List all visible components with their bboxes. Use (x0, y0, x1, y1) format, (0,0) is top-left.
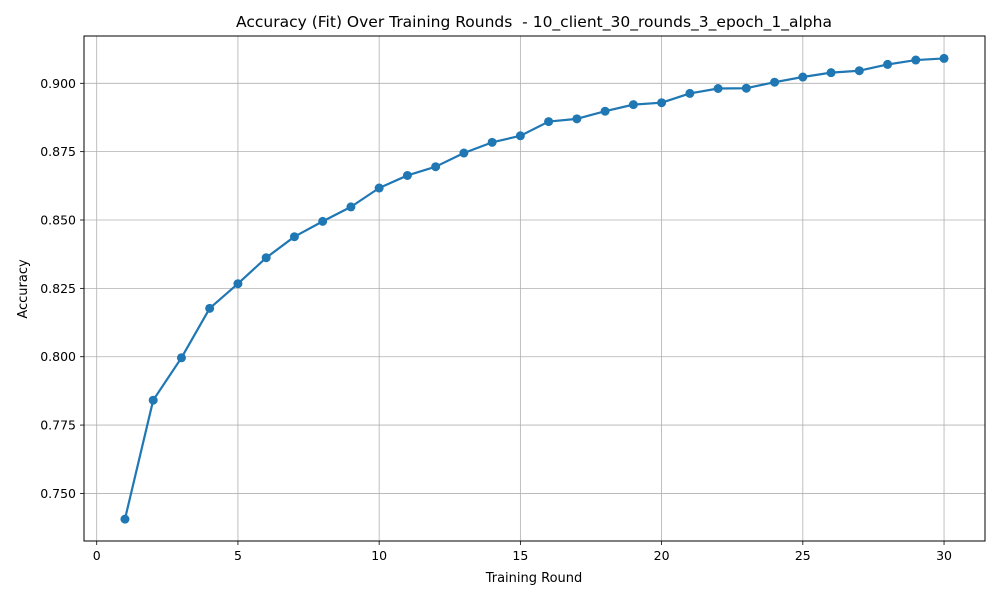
data-point (176, 353, 186, 363)
y-tick-label: 0.850 (40, 213, 76, 228)
y-axis-label: Accuracy (16, 259, 31, 319)
data-point (911, 55, 921, 65)
data-point (289, 232, 299, 242)
data-point (346, 202, 356, 212)
data-point (487, 137, 497, 147)
x-axis-label: Training Round (485, 571, 583, 586)
data-point (402, 170, 412, 180)
x-tick-label: 5 (234, 548, 242, 563)
data-point (318, 216, 328, 226)
data-point (515, 131, 525, 141)
data-point (572, 114, 582, 124)
data-point (374, 183, 384, 193)
x-tick-label: 15 (512, 548, 528, 563)
y-axis-ticks: 0.750 0.775 0.800 0.825 0.850 0.875 0.900 (40, 76, 84, 501)
data-point (883, 59, 893, 69)
data-point (459, 148, 469, 158)
data-point (854, 66, 864, 76)
data-point (657, 98, 667, 108)
x-tick-label: 30 (936, 548, 952, 563)
data-point (713, 83, 723, 93)
data-point (939, 53, 949, 63)
data-point (600, 106, 610, 116)
data-point (770, 77, 780, 87)
data-point (261, 253, 271, 263)
data-point (798, 72, 808, 82)
data-point (233, 279, 243, 289)
y-tick-label: 0.800 (40, 349, 76, 364)
data-point (544, 117, 554, 127)
data-points (120, 53, 949, 524)
x-axis-ticks: 0 5 10 15 20 25 30 (93, 541, 952, 563)
data-point (741, 83, 751, 93)
series-line (123, 57, 945, 520)
x-tick-label: 10 (371, 548, 387, 563)
data-point (628, 100, 638, 110)
data-point (431, 162, 441, 172)
y-tick-label: 0.750 (40, 486, 76, 501)
data-point (120, 514, 130, 524)
y-tick-label: 0.900 (40, 76, 76, 91)
data-point (205, 303, 215, 313)
x-tick-label: 20 (654, 548, 670, 563)
series-line-layer (123, 57, 945, 520)
chart-title: Accuracy (Fit) Over Training Rounds - 10… (236, 13, 832, 32)
y-tick-label: 0.825 (40, 281, 76, 296)
x-tick-label: 25 (795, 548, 811, 563)
y-tick-label: 0.875 (40, 144, 76, 159)
y-tick-label: 0.775 (40, 418, 76, 433)
data-point (826, 68, 836, 78)
data-point (148, 395, 158, 405)
data-point (685, 88, 695, 98)
x-tick-label: 0 (93, 548, 101, 563)
